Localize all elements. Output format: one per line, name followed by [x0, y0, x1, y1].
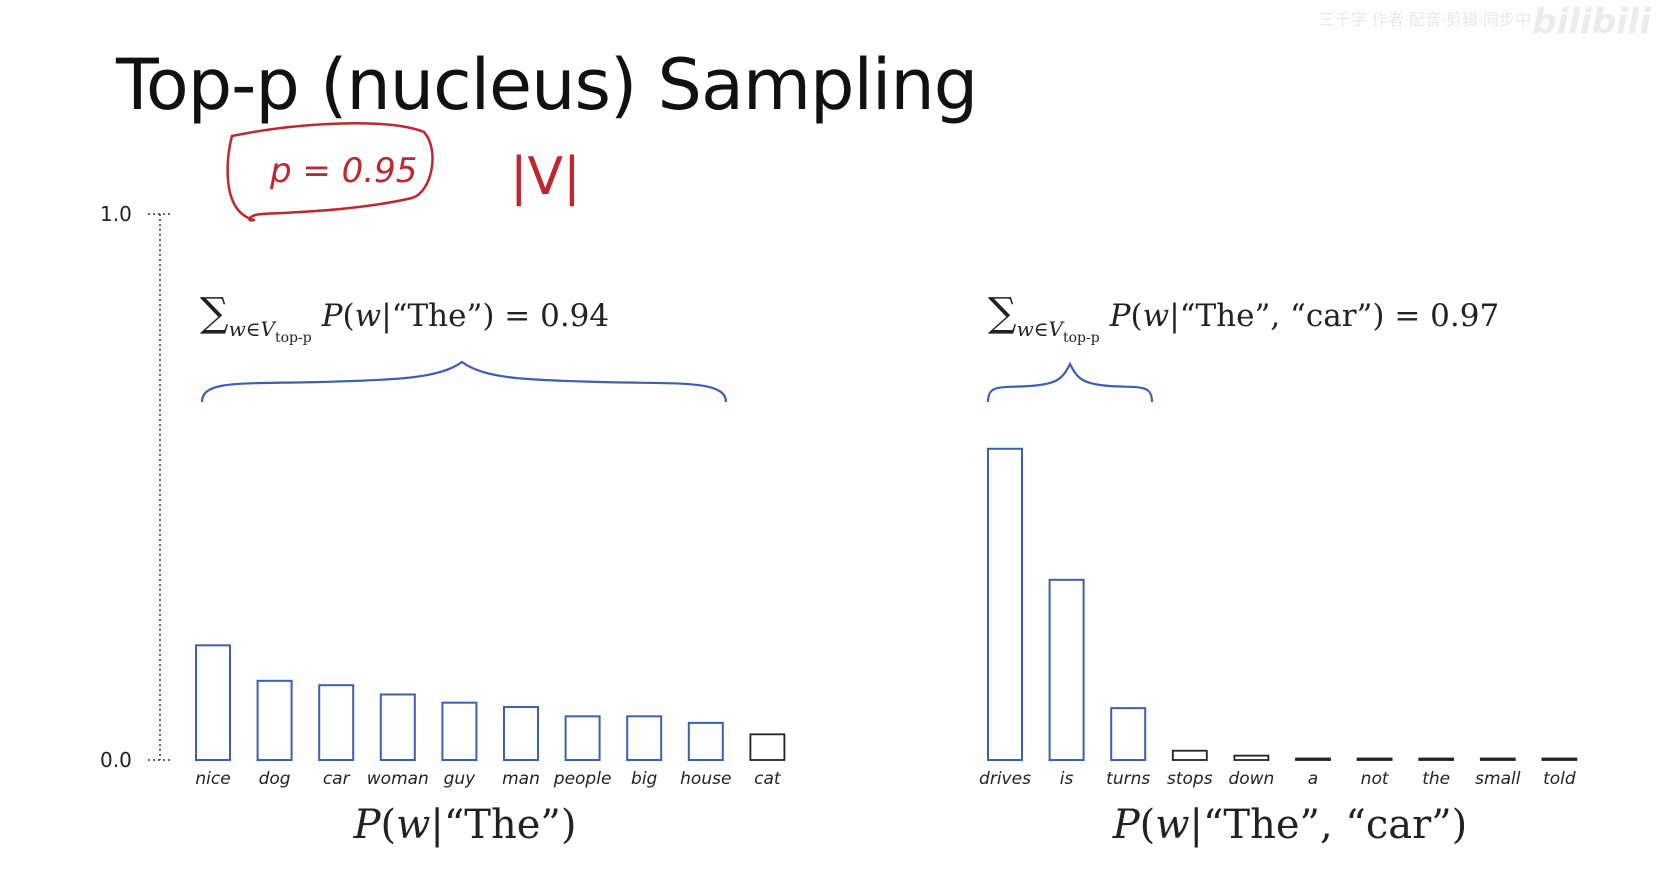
v-annotation: |V|: [510, 147, 581, 207]
bar-left-cat: [749, 733, 786, 761]
x-tick-label-left-woman: woman: [367, 769, 429, 789]
bar-right-drives: [987, 447, 1023, 761]
brace-right: [986, 361, 1154, 403]
watermark-caption: 三千字 作者·配音·剪辑·同步中: [1318, 10, 1531, 29]
x-tick-label-right-drives: drives: [979, 769, 1031, 789]
bilibili-watermark: bilibili: [1532, 2, 1651, 42]
bars-right: drives is turns stops down a not the small told: [979, 447, 1578, 789]
x-tick-label-right-stops: stops: [1167, 769, 1213, 789]
bar-right-the: [1418, 757, 1455, 761]
x-tick-label-right-small: small: [1475, 769, 1521, 789]
bar-right-down: [1233, 754, 1270, 761]
bar-right-told: [1541, 757, 1578, 761]
brace-formula-left: ∑w∈Vtop-pP(w|“The”) = 0.94: [200, 290, 609, 346]
bar-left-man: [503, 706, 539, 762]
bar-right-stops: [1171, 749, 1208, 761]
x-axis-title-right: P(w|“The”, “car”): [1112, 802, 1468, 848]
y-tick-label-bottom: 0.0: [100, 748, 132, 772]
x-tick-label-right-a: a: [1308, 769, 1318, 789]
slide-title: Top-p (nucleus) Sampling: [116, 44, 978, 126]
x-tick-label-left-big: big: [631, 769, 658, 789]
p-annotation: p = 0.95: [269, 151, 417, 191]
x-tick-label-right-the: the: [1422, 769, 1450, 789]
brace-left: [200, 360, 728, 403]
brace-formula-right: ∑w∈Vtop-pP(w|“The”, “car”) = 0.97: [988, 290, 1499, 346]
annotation-loop: [226, 122, 434, 222]
x-tick-label-left-house: house: [680, 769, 731, 789]
bar-left-people: [564, 715, 601, 762]
x-axis-title-left: P(w|“The”): [353, 802, 577, 848]
bar-left-dog: [256, 679, 293, 762]
x-tick-label-left-nice: nice: [195, 769, 230, 789]
x-tick-label-left-dog: dog: [259, 769, 291, 789]
handwritten-annotation: p = 0.95 |V|: [226, 122, 581, 222]
x-tick-label-right-not: not: [1361, 769, 1390, 789]
bars-left: nice dog car woman guy man people big house cat: [195, 644, 786, 789]
bar-right-is: [1048, 578, 1085, 761]
x-tick-label-right-turns: turns: [1106, 769, 1150, 789]
x-tick-label-left-man: man: [502, 769, 540, 789]
bar-right-not: [1356, 757, 1393, 761]
x-tick-label-left-car: car: [323, 769, 351, 789]
bar-left-guy: [441, 701, 478, 761]
bar-right-turns: [1110, 707, 1147, 762]
x-tick-label-right-is: is: [1060, 769, 1074, 789]
x-tick-label-left-guy: guy: [444, 769, 477, 789]
y-tick-label-top: 1.0: [100, 202, 132, 226]
x-tick-label-right-told: told: [1543, 769, 1576, 789]
x-tick-label-left-cat: cat: [754, 769, 782, 789]
bar-left-woman: [379, 693, 416, 761]
bar-left-house: [687, 721, 724, 762]
bar-left-nice: [195, 644, 231, 762]
bar-left-big: [626, 715, 663, 762]
x-tick-label-left-people: people: [553, 769, 612, 789]
chart-right: ∑w∈Vtop-pP(w|“The”, “car”) = 0.97 drives…: [979, 290, 1578, 848]
chart-left: ∑w∈Vtop-pP(w|“The”) = 0.94 nice dog car wom…: [195, 290, 786, 848]
bar-right-a: [1295, 757, 1331, 761]
bar-right-small: [1479, 757, 1516, 761]
y-axis: 1.0 0.0: [100, 202, 170, 772]
x-tick-label-right-down: down: [1228, 769, 1274, 789]
bar-left-car: [318, 684, 355, 761]
